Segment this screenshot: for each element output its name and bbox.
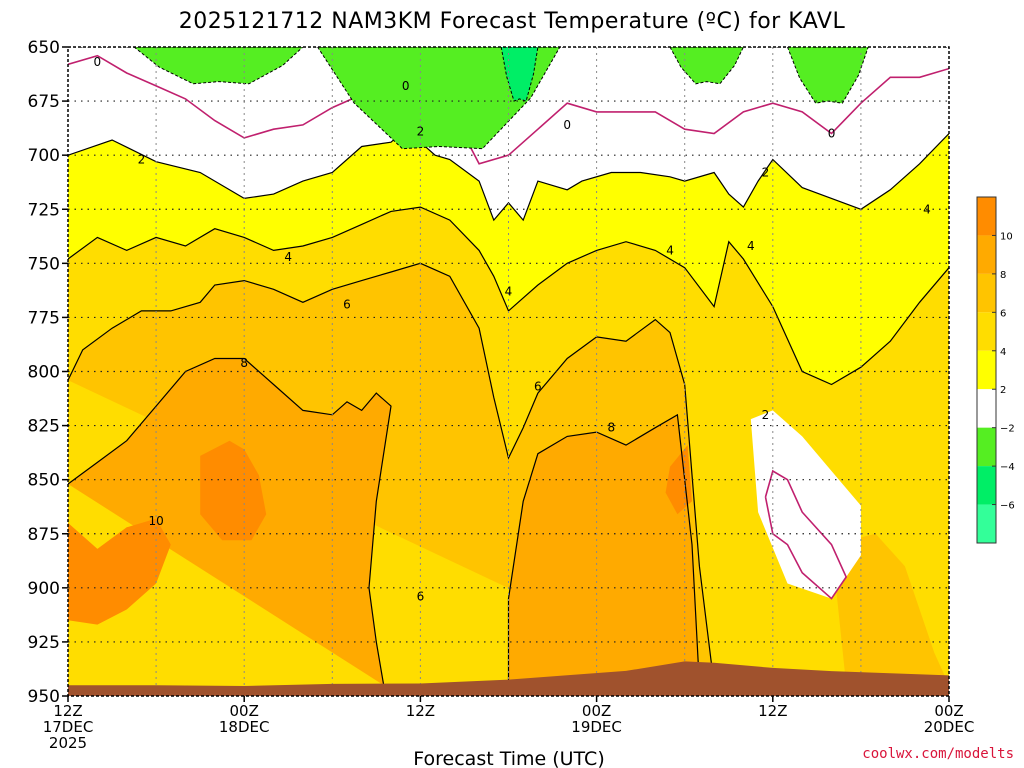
contour-label: 6: [343, 297, 351, 311]
x-tick-label: 12Z: [406, 702, 435, 720]
band-10-to-12-c: [665, 445, 692, 515]
colorbar-label: −2: [1000, 424, 1015, 435]
y-tick-label: 775: [28, 308, 60, 328]
band-10-to-12-a: [68, 518, 171, 625]
colorbar-label: −6: [1000, 501, 1015, 512]
colorbar-swatch: [977, 197, 996, 236]
colorbar-swatch: [977, 312, 996, 351]
y-tick-label: 875: [28, 525, 60, 545]
colorbar: 10 8 6 4 2 −2 −4 −6: [976, 196, 1015, 544]
y-tick-label: 825: [28, 417, 60, 437]
chart-title: 2025121712 NAM3KM Forecast Temperature (…: [179, 9, 846, 34]
gridlines: [68, 47, 949, 696]
colorbar-swatch: [977, 389, 996, 428]
colorbar-label: 6: [1000, 308, 1006, 319]
cold-pockets: [133, 47, 869, 150]
contour-label: 0: [563, 118, 571, 132]
x-tick-label: 2025: [49, 734, 87, 752]
y-tick-label: 900: [28, 579, 60, 599]
y-tick-label: 725: [28, 200, 60, 220]
contour-label: 2: [138, 152, 146, 166]
colorbar-label: −4: [1000, 462, 1015, 473]
band-minus2-to-2-pocket: [750, 410, 861, 599]
x-axis-label: Forecast Time (UTC): [413, 748, 604, 768]
contour-label: 0: [828, 127, 836, 141]
y-tick-label: 700: [28, 146, 60, 166]
colorbar-frame: [976, 196, 997, 544]
colorbar-swatch: [977, 273, 996, 313]
contour-0-pocket: [764, 469, 848, 600]
contour-label: 0: [94, 55, 102, 69]
colorbar-label: 10: [1000, 231, 1013, 242]
cold-pocket: [133, 47, 304, 85]
colorbar-label: 2: [1000, 385, 1006, 396]
x-tick-label: 00Z: [230, 702, 259, 720]
x-tick-label: 20DEC: [924, 718, 975, 736]
y-tick-label: 950: [28, 687, 60, 707]
colorbar-label: 8: [1000, 270, 1006, 281]
contour-label: 6: [417, 589, 425, 603]
colorbar-label: 4: [1000, 347, 1006, 358]
y-tick-label: 750: [28, 254, 60, 274]
contour-label: 2: [417, 124, 425, 138]
terrain-surface: [68, 661, 949, 696]
contour-label: 4: [747, 239, 755, 253]
cold-pocket: [786, 47, 869, 104]
x-tick-label: 12Z: [758, 702, 787, 720]
cold-pocket: [317, 47, 561, 150]
y-tick-label: 800: [28, 363, 60, 383]
colorbar-swatch: [977, 427, 996, 467]
contour-label: 4: [505, 284, 513, 298]
contour-label: 4: [666, 243, 674, 257]
band-8-to-10: [68, 358, 700, 686]
contour-label: 8: [240, 356, 248, 370]
credit-link[interactable]: coolwx.com/modelts: [862, 746, 1014, 762]
x-tick-label: 19DEC: [571, 718, 622, 736]
x-tick-label: 12Z: [53, 702, 82, 720]
contour-4: [68, 206, 949, 386]
plot-area: [67, 46, 950, 697]
cold-pocket: [500, 47, 539, 102]
y-tick-label: 675: [28, 92, 60, 112]
y-tick-label: 650: [28, 38, 60, 58]
contour-6: [68, 262, 715, 686]
colorbar-swatch: [977, 350, 996, 390]
x-tick-label: 17DEC: [43, 718, 94, 736]
x-tick-label: 00Z: [934, 702, 963, 720]
contour-label: 2: [762, 165, 770, 179]
colorbar-swatch: [977, 466, 996, 505]
x-tick-label: 18DEC: [219, 718, 270, 736]
contour-label: 4: [923, 202, 931, 216]
y-tick-label: 850: [28, 471, 60, 491]
contour-labels: 0 0 0 0 2 2 2 4 4 4 4 4 6 6 6 8 8 2 10: [94, 55, 931, 603]
colorbar-swatch: [977, 504, 996, 543]
contour-label: 0: [402, 79, 410, 93]
contour-2: [68, 128, 949, 222]
contour-label: 10: [148, 514, 163, 528]
colorbar-swatch: [977, 235, 996, 274]
band-10-to-12-b: [200, 440, 267, 541]
contour-label: 6: [534, 380, 542, 394]
contour-label: 4: [284, 250, 292, 264]
y-axis-ticks: 650 675 700 725 750 775 800 825 850 875 900 925 950: [28, 38, 68, 707]
cold-pocket: [669, 47, 744, 85]
contour-label: 8: [607, 421, 615, 435]
contour-label: 2: [762, 408, 770, 422]
x-tick-label: 00Z: [582, 702, 611, 720]
y-tick-label: 925: [28, 633, 60, 653]
